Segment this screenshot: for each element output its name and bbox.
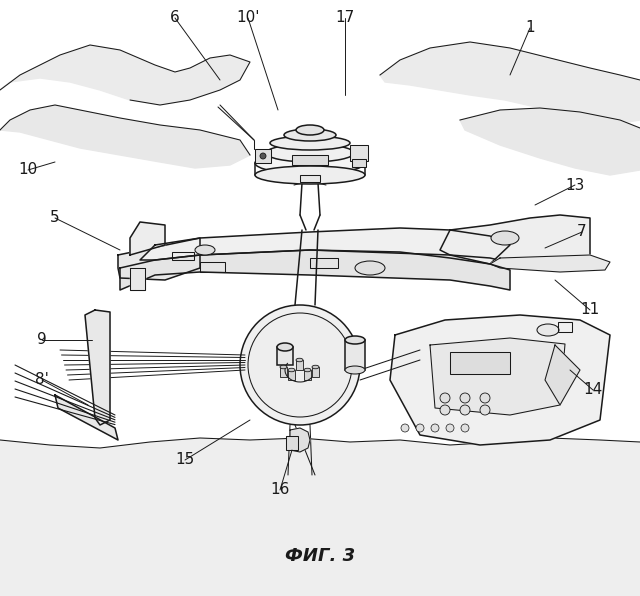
- FancyBboxPatch shape: [280, 367, 287, 377]
- FancyBboxPatch shape: [296, 360, 303, 370]
- Polygon shape: [0, 438, 640, 596]
- Polygon shape: [390, 315, 610, 445]
- Ellipse shape: [266, 144, 354, 162]
- FancyBboxPatch shape: [352, 159, 366, 167]
- Polygon shape: [290, 428, 310, 452]
- Polygon shape: [140, 228, 510, 264]
- Polygon shape: [545, 345, 580, 405]
- Circle shape: [431, 424, 439, 432]
- Circle shape: [240, 305, 360, 425]
- Polygon shape: [490, 255, 610, 272]
- Polygon shape: [130, 222, 165, 255]
- Ellipse shape: [537, 324, 559, 336]
- Polygon shape: [130, 268, 145, 290]
- FancyBboxPatch shape: [255, 149, 271, 163]
- Text: 17: 17: [335, 11, 355, 26]
- Polygon shape: [118, 238, 200, 280]
- Polygon shape: [0, 45, 250, 105]
- Text: 1: 1: [525, 20, 535, 36]
- Text: 11: 11: [580, 303, 600, 318]
- FancyBboxPatch shape: [345, 340, 365, 370]
- Polygon shape: [85, 310, 110, 425]
- Ellipse shape: [345, 336, 365, 344]
- FancyBboxPatch shape: [304, 370, 311, 380]
- Circle shape: [460, 393, 470, 403]
- Ellipse shape: [491, 231, 519, 245]
- Text: 9: 9: [37, 333, 47, 347]
- FancyBboxPatch shape: [450, 352, 510, 374]
- Ellipse shape: [296, 125, 324, 135]
- FancyBboxPatch shape: [277, 347, 293, 365]
- FancyBboxPatch shape: [292, 155, 328, 165]
- Text: 16: 16: [270, 483, 290, 498]
- Text: 6: 6: [170, 11, 180, 26]
- Polygon shape: [380, 42, 640, 125]
- Text: 13: 13: [565, 178, 585, 193]
- Ellipse shape: [255, 166, 365, 184]
- Ellipse shape: [355, 261, 385, 275]
- Ellipse shape: [270, 136, 350, 150]
- Circle shape: [260, 153, 266, 159]
- Circle shape: [401, 424, 409, 432]
- Polygon shape: [120, 250, 510, 290]
- Text: ФИГ. 3: ФИГ. 3: [285, 547, 355, 565]
- Ellipse shape: [277, 343, 293, 351]
- Polygon shape: [430, 338, 565, 415]
- Ellipse shape: [255, 152, 365, 174]
- Ellipse shape: [280, 365, 287, 369]
- Ellipse shape: [312, 365, 319, 369]
- FancyBboxPatch shape: [312, 367, 319, 377]
- Polygon shape: [440, 215, 590, 265]
- Circle shape: [248, 313, 352, 417]
- Text: 15: 15: [175, 452, 195, 467]
- Ellipse shape: [195, 245, 215, 255]
- Circle shape: [440, 405, 450, 415]
- FancyBboxPatch shape: [286, 436, 298, 450]
- Text: 8': 8': [35, 372, 49, 387]
- Text: 10: 10: [19, 163, 38, 178]
- Text: 14: 14: [584, 383, 603, 398]
- Circle shape: [461, 424, 469, 432]
- FancyBboxPatch shape: [300, 175, 320, 182]
- Circle shape: [480, 405, 490, 415]
- Text: 5: 5: [50, 210, 60, 225]
- FancyBboxPatch shape: [288, 370, 295, 380]
- Circle shape: [446, 424, 454, 432]
- Circle shape: [440, 393, 450, 403]
- Ellipse shape: [288, 368, 295, 372]
- Circle shape: [460, 405, 470, 415]
- Circle shape: [480, 393, 490, 403]
- Polygon shape: [460, 108, 640, 175]
- Text: 7: 7: [577, 225, 587, 240]
- FancyBboxPatch shape: [350, 145, 368, 161]
- Text: 10': 10': [236, 11, 260, 26]
- Ellipse shape: [304, 368, 311, 372]
- Ellipse shape: [345, 366, 365, 374]
- Circle shape: [416, 424, 424, 432]
- Polygon shape: [55, 395, 118, 440]
- Ellipse shape: [284, 129, 336, 141]
- Polygon shape: [0, 105, 250, 168]
- Ellipse shape: [296, 358, 303, 362]
